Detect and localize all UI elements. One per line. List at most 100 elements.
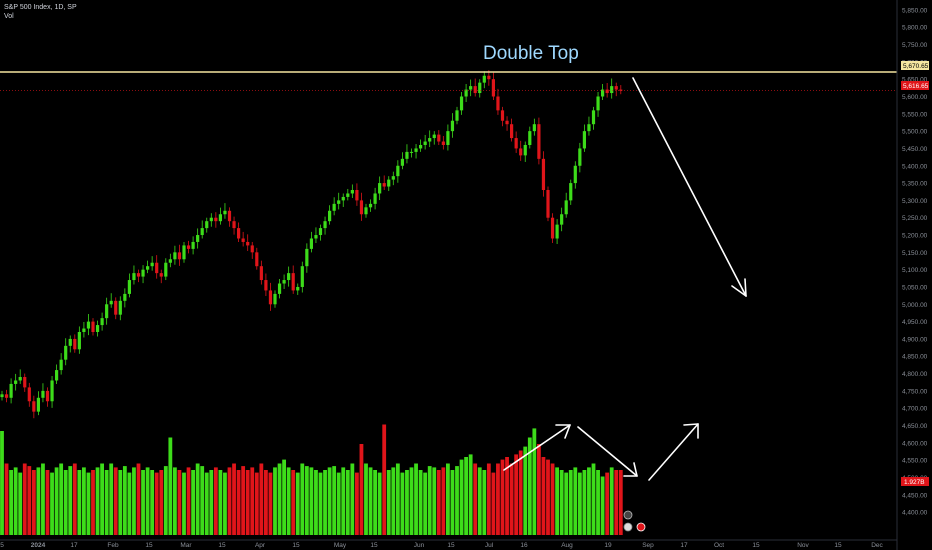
double-top-label: Double Top: [483, 43, 579, 64]
candle: [177, 244, 182, 266]
volume-bar: [582, 470, 587, 535]
event-icons[interactable]: [623, 510, 646, 532]
volume-bar: [9, 470, 13, 535]
flag-icon: [636, 522, 646, 532]
candle: [255, 247, 259, 270]
volume-bar: [527, 437, 532, 535]
volume-bar: [505, 457, 509, 535]
volume-bar: [336, 472, 341, 535]
volume-bar: [191, 470, 195, 535]
volume-bar: [100, 463, 104, 535]
candle: [64, 338, 68, 366]
volume-bar: [86, 472, 91, 535]
candle: [432, 131, 436, 145]
candle: [237, 222, 241, 242]
candle: [241, 231, 245, 247]
volume-bar: [77, 470, 82, 535]
volume-bar: [109, 463, 114, 535]
candle: [505, 116, 509, 131]
candle: [73, 334, 77, 353]
candle: [127, 273, 131, 298]
volume-bar: [118, 470, 123, 535]
candle: [45, 387, 50, 407]
time-axis[interactable]: 5 2024 17 Feb 15 Mar 15 Apr 15 May 15 Jun 15 Jul 16 Aug…: [0, 539, 897, 549]
volume-bar: [0, 431, 4, 535]
volume-bar: [436, 470, 441, 535]
price-tick-label: 4,800.00: [902, 371, 928, 378]
candle: [100, 312, 104, 331]
volume-arrow-up-right: [648, 423, 699, 481]
candle: [414, 143, 418, 159]
candle: [368, 199, 373, 212]
volume-bar: [500, 459, 505, 535]
candle: [159, 269, 163, 284]
volume-bar: [477, 467, 482, 535]
price-tick-label: 4,400.00: [902, 510, 928, 517]
drawn-arrows[interactable]: [503, 77, 747, 481]
volume-bar: [386, 470, 391, 535]
candle: [268, 282, 273, 311]
volume-bar: [300, 463, 305, 535]
volume-bar: [95, 467, 100, 535]
volume-bar: [59, 463, 64, 535]
candle: [18, 369, 22, 384]
volume-bar: [31, 470, 36, 535]
price-tick-label: 5,050.00: [902, 284, 928, 291]
candle: [309, 231, 313, 253]
volume-bar: [614, 470, 619, 535]
volume-bar: [441, 467, 446, 535]
candle: [596, 92, 600, 117]
candle: [91, 318, 95, 336]
candle: [496, 88, 500, 115]
volume-bar: [22, 463, 27, 535]
candle: [455, 106, 459, 125]
volume-bar: [446, 463, 450, 535]
volume-bar: [132, 467, 136, 535]
volume-bar: [314, 470, 318, 535]
volume-bar: [491, 472, 496, 535]
candle: [573, 161, 577, 189]
price-tick-label: 5,800.00: [902, 25, 928, 32]
candle: [537, 117, 541, 165]
volume-bar: [182, 472, 186, 535]
candle: [59, 353, 63, 375]
price-badge-resistance: 5,670.65: [901, 61, 929, 70]
candle: [41, 383, 45, 403]
time-tick-label: 5: [0, 542, 4, 549]
candle: [200, 220, 204, 239]
volume-bar: [241, 466, 246, 535]
candle: [0, 390, 4, 401]
volume-bar: [577, 472, 582, 535]
candle: [4, 389, 9, 403]
candle: [491, 72, 495, 100]
volume-bar: [591, 463, 596, 535]
volume-bar: [282, 459, 286, 535]
candle: [246, 234, 250, 251]
svg-text:5,616.65: 5,616.65: [903, 83, 929, 90]
price-tick-label: 4,750.00: [902, 388, 928, 395]
time-tick-label: 2024: [31, 542, 46, 549]
candle: [478, 79, 482, 98]
chart-legend[interactable]: S&P 500 Index, 1D, SP Vol: [4, 3, 77, 21]
candle: [168, 253, 172, 268]
candle: [323, 216, 327, 235]
time-tick-label: 15: [834, 542, 842, 549]
volume-bar: [145, 467, 150, 535]
price-tick-label: 5,600.00: [902, 94, 928, 101]
candle: [419, 139, 423, 152]
volume-bar: [232, 463, 236, 535]
time-tick-label: 15: [292, 542, 300, 549]
candle: [469, 79, 473, 97]
candle: [109, 293, 113, 308]
candle: [50, 375, 54, 408]
volume-bar: [587, 467, 591, 535]
volume-bar: [423, 472, 428, 535]
candle: [9, 378, 13, 404]
volume-bar: [141, 470, 145, 535]
candle: [546, 186, 550, 222]
volume-bar: [550, 463, 555, 535]
candle: [610, 78, 614, 99]
time-tick-label: Feb: [107, 542, 119, 549]
candle: [396, 160, 400, 183]
